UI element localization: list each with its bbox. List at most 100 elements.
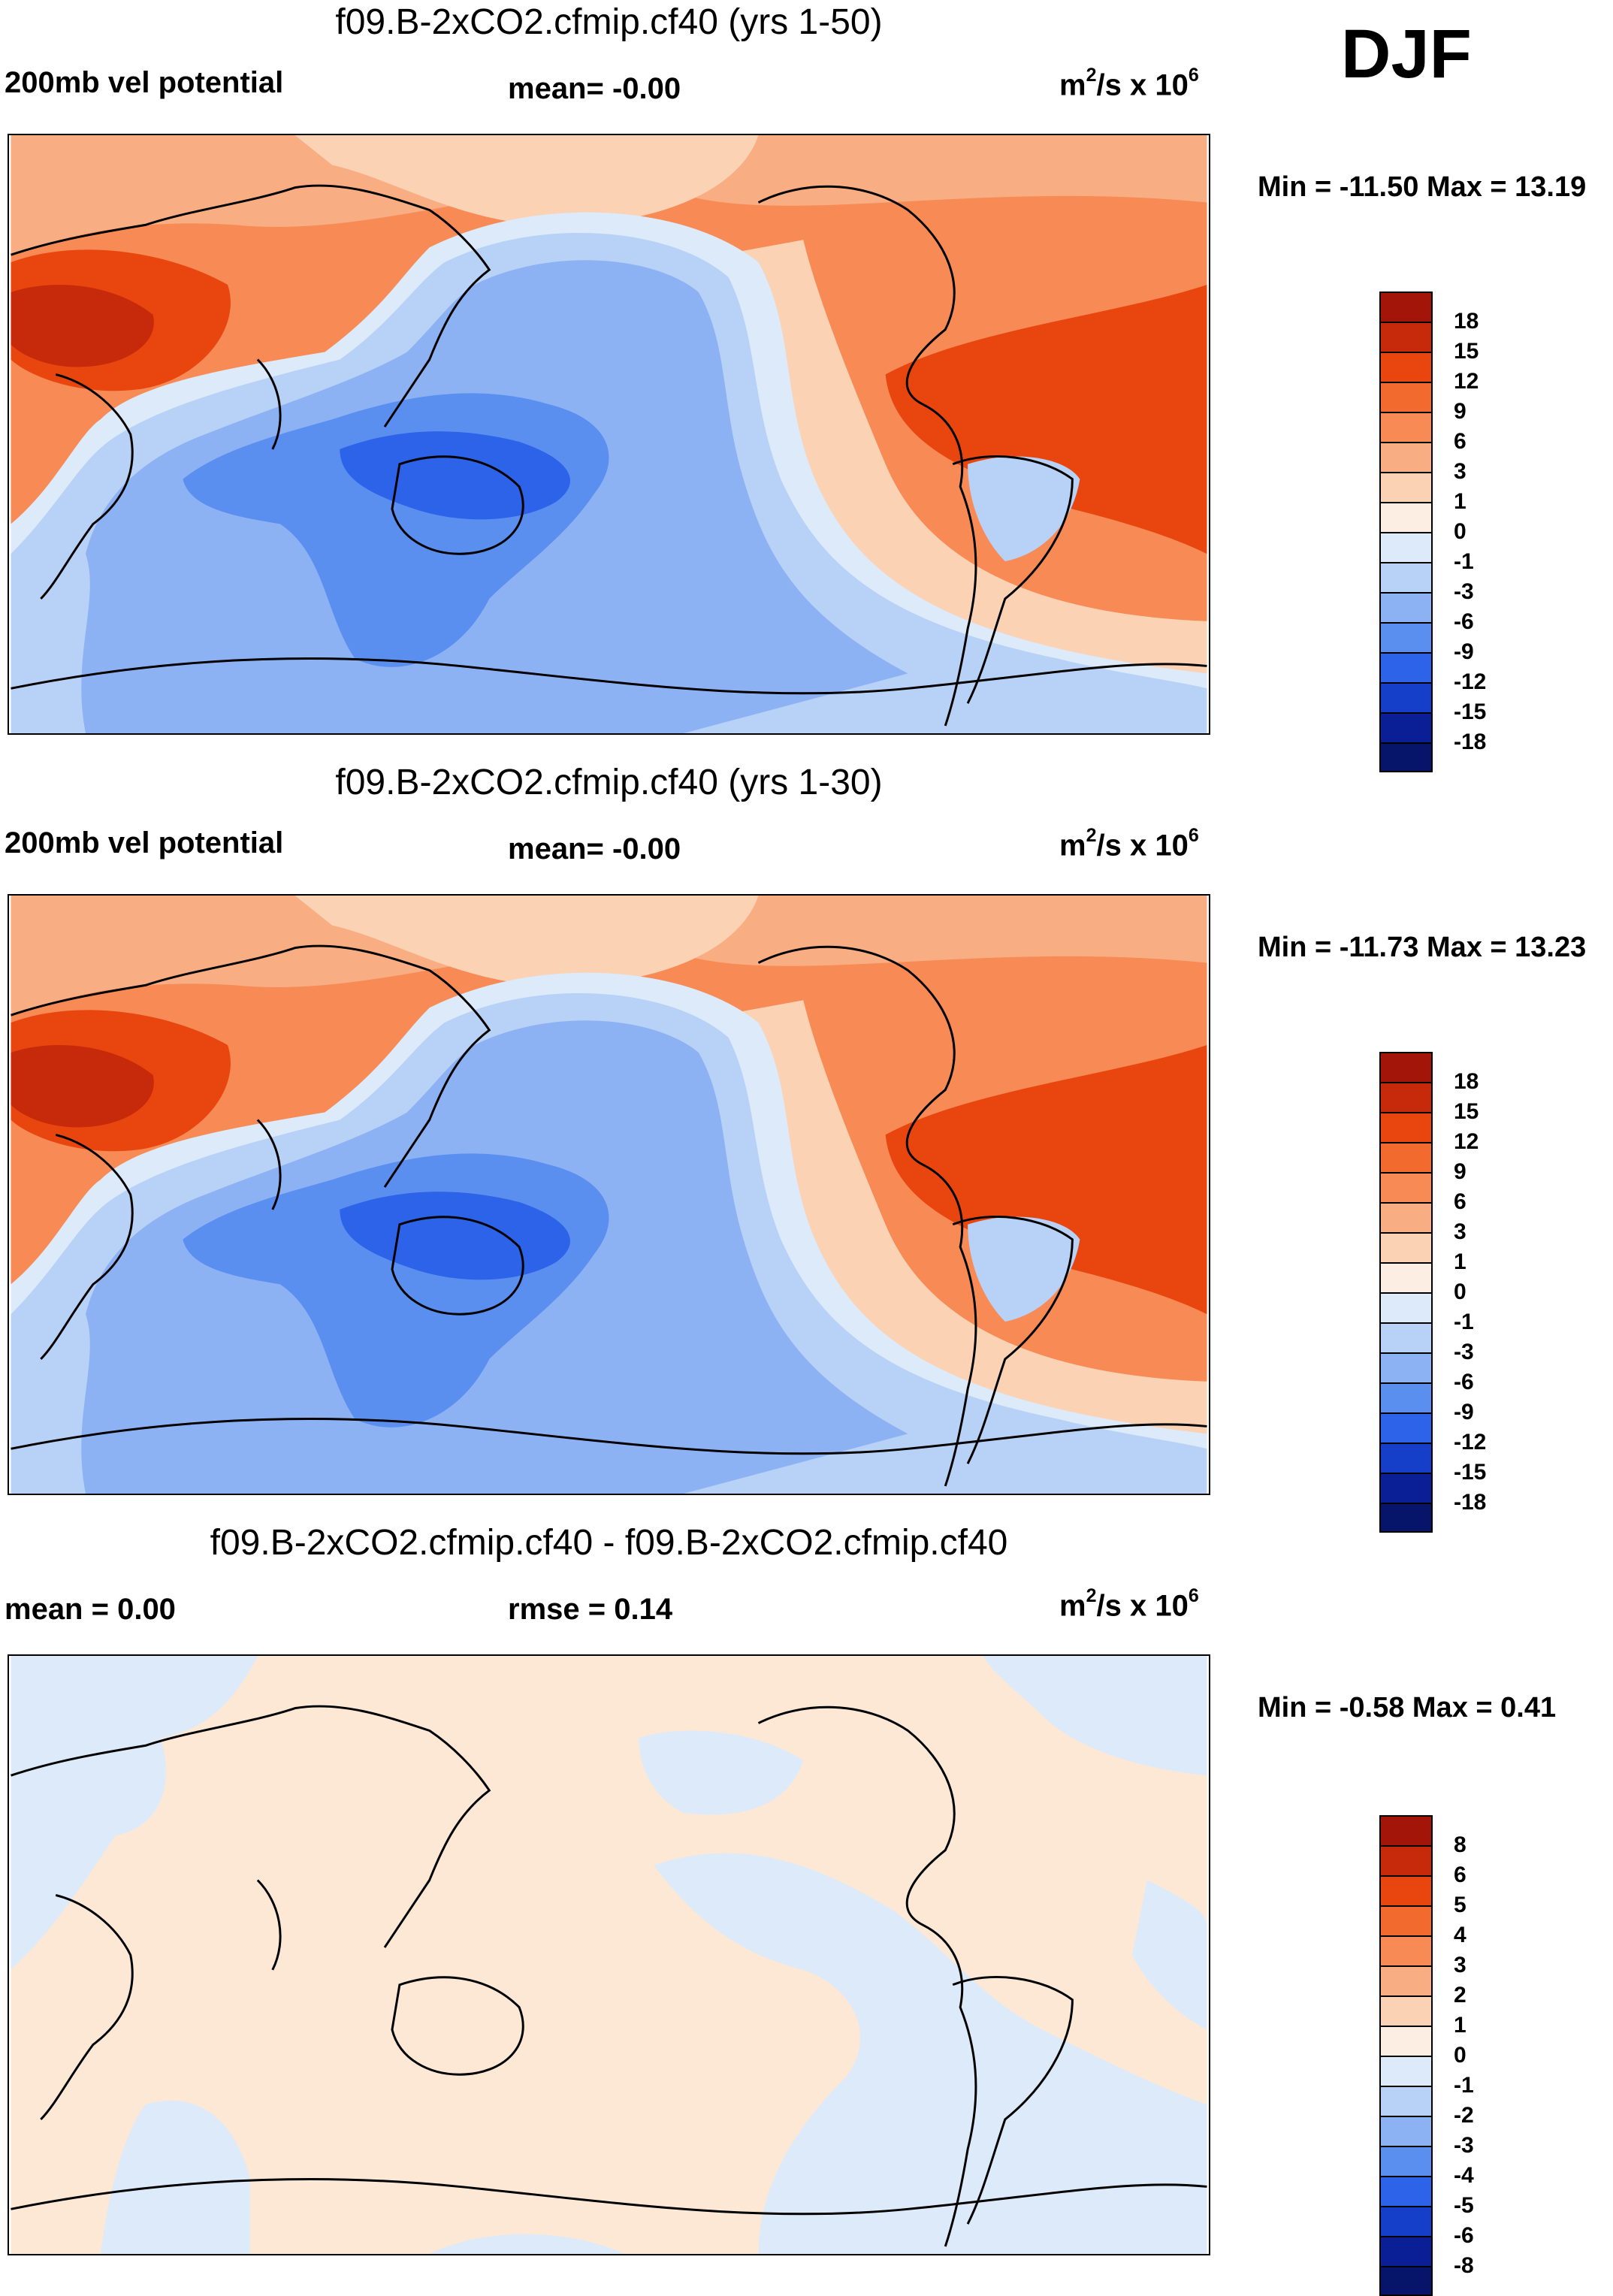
colorbar-box — [1379, 1202, 1433, 1232]
colorbar-box — [1379, 1232, 1433, 1262]
colorbar-label: -6 — [1454, 1370, 1474, 1394]
coastlines — [11, 944, 1207, 1487]
colorbar-box — [1379, 1845, 1433, 1875]
contour-region — [11, 1045, 154, 1128]
colorbar-box — [1379, 1905, 1433, 1935]
contour-region — [340, 431, 570, 520]
panel-title: f09.B-2xCO2.cfmip.cf40 - f09.B-2xCO2.cfm… — [210, 1523, 1008, 1563]
colorbar-box — [1379, 2026, 1433, 2056]
colorbar-label: 0 — [1454, 2043, 1467, 2068]
colorbar-box — [1379, 1443, 1433, 1473]
colorbar-label: -18 — [1454, 730, 1487, 754]
panel-title: f09.B-2xCO2.cfmip.cf40 (yrs 1-50) — [335, 2, 883, 42]
colorbar-box — [1379, 412, 1433, 442]
colorbar-label: 12 — [1454, 369, 1479, 394]
colorbar-label: -1 — [1454, 549, 1474, 574]
contour-region — [11, 285, 154, 367]
contour-region — [968, 456, 1080, 562]
colorbar-box — [1379, 682, 1433, 712]
colorbar-label: -3 — [1454, 2133, 1474, 2158]
colorbar-label: -2 — [1454, 2103, 1474, 2128]
colorbar-box — [1379, 2086, 1433, 2116]
colorbar-label: 18 — [1454, 1069, 1479, 1094]
colorbar-label: -12 — [1454, 1430, 1487, 1455]
colorbar-label: 3 — [1454, 459, 1467, 484]
colorbar-box — [1379, 532, 1433, 562]
contour-region — [720, 240, 1207, 733]
contour-region — [340, 1192, 570, 1280]
panel-center-label: mean= -0.00 — [508, 72, 681, 105]
panel-units: m2/s x 106 — [1059, 825, 1199, 863]
colorbar-box — [1379, 562, 1433, 592]
colorbar-label: -15 — [1454, 1460, 1487, 1485]
minmax-label: Min = -11.50 Max = 13.19 — [1258, 171, 1587, 203]
contour-region — [885, 285, 1207, 554]
panel-title: f09.B-2xCO2.cfmip.cf40 (yrs 1-30) — [335, 763, 883, 802]
colorbar-box — [1379, 1503, 1433, 1533]
colorbar-box — [1379, 1292, 1433, 1322]
contour-region — [11, 135, 1207, 255]
colorbar-box — [1379, 1052, 1433, 1082]
difference-map — [8, 1654, 1210, 2255]
colorbar-label: 8 — [1454, 1832, 1467, 1857]
colorbar-label: -4 — [1454, 2163, 1474, 2188]
colorbar-box — [1379, 712, 1433, 742]
colorbar-label: 1 — [1454, 1249, 1467, 1274]
colorbar-box — [1379, 1965, 1433, 1995]
panel-left-label: 200mb vel potential — [5, 826, 284, 859]
panel-left-label: mean = 0.00 — [5, 1593, 176, 1626]
contour-region — [429, 2234, 624, 2254]
colorbar-box — [1379, 1995, 1433, 2026]
contour-region — [11, 896, 1207, 1016]
colorbar-label: -6 — [1454, 2223, 1474, 2248]
contour-region — [1132, 1880, 1207, 2030]
panel-left-label: 200mb vel potential — [5, 66, 284, 99]
season-label: DJF — [1341, 16, 1472, 92]
colorbar-label: 2 — [1454, 1983, 1467, 2007]
colorbar-box — [1379, 2176, 1433, 2206]
panel-center-label: mean= -0.00 — [508, 832, 681, 866]
colorbar-label: -3 — [1454, 1340, 1474, 1364]
contour-region — [295, 896, 759, 986]
colorbar-box — [1379, 742, 1433, 772]
colorbar-box — [1379, 1412, 1433, 1443]
colorbar-box — [1379, 502, 1433, 532]
colorbar-label: 1 — [1454, 2013, 1467, 2038]
colorbar-label: 15 — [1454, 1099, 1479, 1124]
colorbar-box — [1379, 1112, 1433, 1142]
contour-region — [100, 2100, 250, 2254]
colorbar-box — [1379, 1172, 1433, 1202]
colorbar-box — [1379, 1142, 1433, 1172]
contour-region — [654, 1853, 1207, 2254]
colorbar-label: 0 — [1454, 1279, 1467, 1304]
colorbar-box — [1379, 652, 1433, 682]
colorbar-box — [1379, 1473, 1433, 1503]
colorbar-box — [1379, 2146, 1433, 2176]
colorbar-label: 0 — [1454, 519, 1467, 544]
colorbar-box — [1379, 2236, 1433, 2266]
velocity-potential-map — [8, 894, 1210, 1495]
colorbar-label: -9 — [1454, 1400, 1474, 1424]
colorbar-box — [1379, 1082, 1433, 1112]
contour-region — [983, 1656, 1207, 1776]
colorbar-box — [1379, 292, 1433, 322]
coastlines — [11, 1705, 1207, 2247]
colorbar-box — [1379, 382, 1433, 412]
colorbar-label: -8 — [1454, 2253, 1474, 2278]
colorbar-label: -6 — [1454, 609, 1474, 634]
colorbar-box — [1379, 1815, 1433, 1845]
contour-region — [720, 1000, 1207, 1494]
colorbar-box — [1379, 1322, 1433, 1352]
colorbar-box — [1379, 1382, 1433, 1412]
colorbar-label: 6 — [1454, 1189, 1467, 1214]
colorbar-box — [1379, 2266, 1433, 2296]
colorbar-label: 5 — [1454, 1893, 1467, 1917]
contour-region — [295, 135, 759, 226]
colorbar-box — [1379, 1875, 1433, 1905]
colorbar-box — [1379, 442, 1433, 472]
contour-region — [639, 1730, 804, 1815]
colorbar-label: -3 — [1454, 579, 1474, 604]
colorbar-label: 3 — [1454, 1219, 1467, 1244]
minmax-label: Min = -11.73 Max = 13.23 — [1258, 932, 1587, 963]
colorbar-label: -9 — [1454, 639, 1474, 664]
